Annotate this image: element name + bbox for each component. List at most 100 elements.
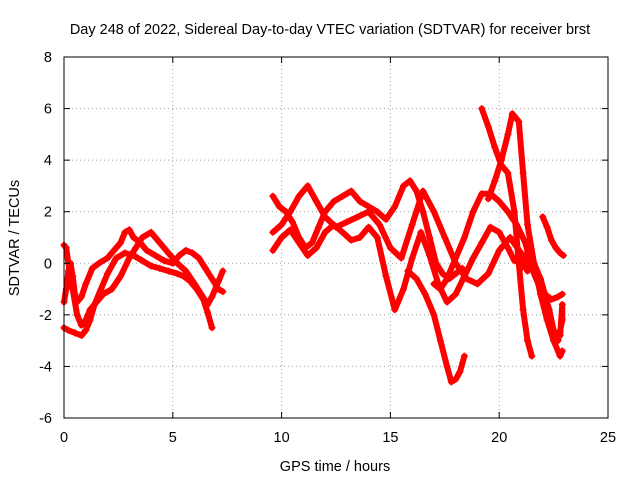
data-point <box>430 311 438 319</box>
data-point <box>452 270 460 278</box>
data-point <box>321 228 329 236</box>
data-point <box>95 259 103 267</box>
data-point <box>77 332 85 339</box>
data-point <box>108 285 116 293</box>
data-point <box>347 187 355 195</box>
data-point <box>497 156 505 164</box>
series-trace <box>478 105 535 360</box>
data-point <box>73 311 81 319</box>
data-point <box>559 252 567 259</box>
data-point <box>269 228 277 236</box>
data-point <box>417 228 425 236</box>
data-point <box>419 208 427 216</box>
data-point <box>537 275 544 283</box>
data-point <box>391 306 399 314</box>
data-point <box>164 267 172 275</box>
data-point <box>160 257 168 265</box>
series-3 <box>60 249 216 339</box>
y-tick-label: 0 <box>44 256 52 272</box>
data-point <box>484 195 492 203</box>
data-point <box>182 246 190 254</box>
data-point <box>491 143 499 151</box>
data-point <box>130 252 138 259</box>
data-point <box>452 254 460 262</box>
data-point <box>495 228 503 236</box>
data-point <box>117 239 125 247</box>
data-point <box>554 293 562 301</box>
data-point <box>77 321 85 329</box>
series-11 <box>517 249 566 345</box>
data-point <box>278 221 286 229</box>
data-point <box>408 254 416 262</box>
data-point <box>147 228 155 236</box>
y-tick-label: 2 <box>44 205 52 221</box>
data-point <box>558 347 566 355</box>
data-point <box>413 275 420 283</box>
data-point <box>443 298 451 306</box>
data-point <box>547 236 555 244</box>
data-point <box>519 169 527 177</box>
data-point <box>543 223 551 231</box>
data-point <box>219 267 227 275</box>
data-point <box>504 244 512 252</box>
data-point <box>365 208 373 216</box>
data-point <box>304 252 312 259</box>
data-point <box>188 249 196 257</box>
data-point <box>558 290 566 298</box>
data-point <box>452 375 460 383</box>
y-tick-label: -2 <box>39 308 52 324</box>
data-point <box>330 197 338 205</box>
series-5 <box>269 182 531 288</box>
data-point <box>504 208 512 216</box>
data-point <box>386 244 394 252</box>
data-point <box>354 213 362 221</box>
data-point <box>269 192 277 200</box>
y-tick-label: 4 <box>44 153 52 169</box>
data-point <box>219 288 227 296</box>
series-9 <box>478 105 536 360</box>
data-point <box>88 264 96 272</box>
data-point <box>524 249 531 257</box>
data-point <box>484 270 492 278</box>
data-point <box>558 301 566 308</box>
data-point <box>147 262 155 270</box>
data-point <box>556 332 564 339</box>
data-point <box>510 208 518 216</box>
data-point <box>182 267 190 275</box>
data-point <box>121 249 129 257</box>
data-point <box>201 264 209 272</box>
data-point <box>64 326 72 334</box>
data-point <box>382 272 390 280</box>
data-point <box>478 239 486 247</box>
data-point <box>343 218 351 226</box>
data-point <box>125 226 133 234</box>
data-point <box>478 105 486 113</box>
chart-title: Day 248 of 2022, Sidereal Day-to-day VTE… <box>70 22 590 38</box>
series-trace <box>269 182 531 287</box>
data-point <box>339 228 346 236</box>
x-tick-label: 0 <box>60 430 68 446</box>
data-point <box>382 215 390 223</box>
data-point <box>286 226 294 234</box>
data-point <box>404 267 412 275</box>
data-point <box>506 234 514 241</box>
data-point <box>295 192 303 200</box>
data-point <box>397 254 405 262</box>
data-point <box>373 208 381 216</box>
data-point <box>430 208 438 216</box>
data-point <box>173 259 181 267</box>
data-point <box>175 252 183 259</box>
data-point <box>269 246 277 254</box>
data-point <box>406 177 414 185</box>
data-point <box>487 223 494 231</box>
y-tick-label: 6 <box>44 102 52 118</box>
series-7 <box>404 267 468 386</box>
data-point <box>208 293 216 301</box>
plot-area-border <box>63 56 609 419</box>
x-axis-label: GPS time / hours <box>280 459 390 475</box>
data-point <box>121 228 129 236</box>
data-point <box>347 236 355 244</box>
data-point <box>504 130 512 138</box>
data-point <box>460 272 468 280</box>
data-point <box>156 264 164 272</box>
